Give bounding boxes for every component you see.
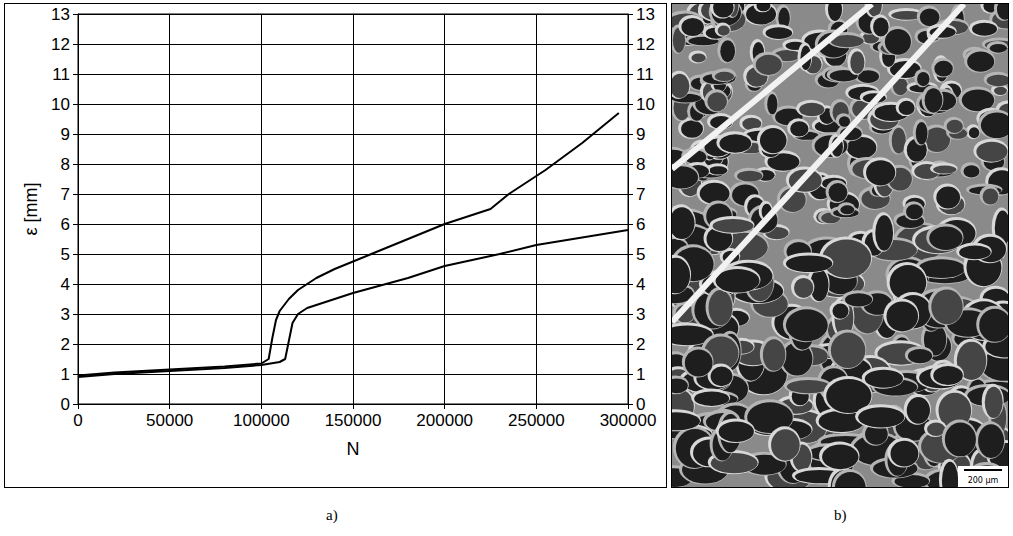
html-text:b): b) [834, 507, 847, 523]
svg-text:8: 8 [636, 155, 645, 174]
svg-text:11: 11 [636, 65, 654, 84]
svg-text:4: 4 [61, 275, 70, 294]
svg-text:9: 9 [636, 125, 645, 144]
svg-text:150000: 150000 [325, 411, 382, 430]
svg-text:6: 6 [61, 215, 70, 234]
svg-text:0: 0 [61, 395, 70, 414]
svg-text:13: 13 [51, 5, 70, 24]
svg-text:2: 2 [61, 335, 70, 354]
svg-text:ε [mm]: ε [mm] [21, 182, 41, 235]
svg-text:8: 8 [61, 155, 70, 174]
svg-text:50000: 50000 [146, 411, 193, 430]
svg-text:200 μm: 200 μm [968, 476, 999, 485]
svg-text:1: 1 [61, 365, 70, 384]
svg-text:5: 5 [636, 245, 645, 264]
svg-text:4: 4 [636, 275, 645, 294]
svg-text:6: 6 [636, 215, 645, 234]
svg-text:12: 12 [636, 35, 655, 54]
svg-text:10: 10 [51, 95, 70, 114]
svg-text:7: 7 [61, 185, 70, 204]
svg-text:0: 0 [636, 394, 646, 414]
svg-text:5: 5 [61, 245, 70, 264]
html-text:a): a) [326, 507, 338, 523]
svg-text:3: 3 [636, 305, 645, 324]
svg-text:11: 11 [52, 65, 70, 84]
svg-text:0: 0 [73, 411, 82, 430]
svg-text:3: 3 [61, 305, 70, 324]
svg-text:2: 2 [636, 335, 645, 354]
svg-text:100000: 100000 [233, 411, 290, 430]
svg-text:N: N [347, 439, 360, 459]
svg-text:10: 10 [636, 95, 655, 114]
svg-text:200000: 200000 [416, 411, 473, 430]
svg-text:12: 12 [51, 35, 70, 54]
svg-text:250000: 250000 [508, 411, 565, 430]
svg-text:1: 1 [636, 365, 645, 384]
svg-text:13: 13 [636, 5, 655, 24]
svg-text:300000: 300000 [600, 411, 657, 430]
svg-text:9: 9 [61, 125, 70, 144]
svg-text:7: 7 [636, 185, 645, 204]
